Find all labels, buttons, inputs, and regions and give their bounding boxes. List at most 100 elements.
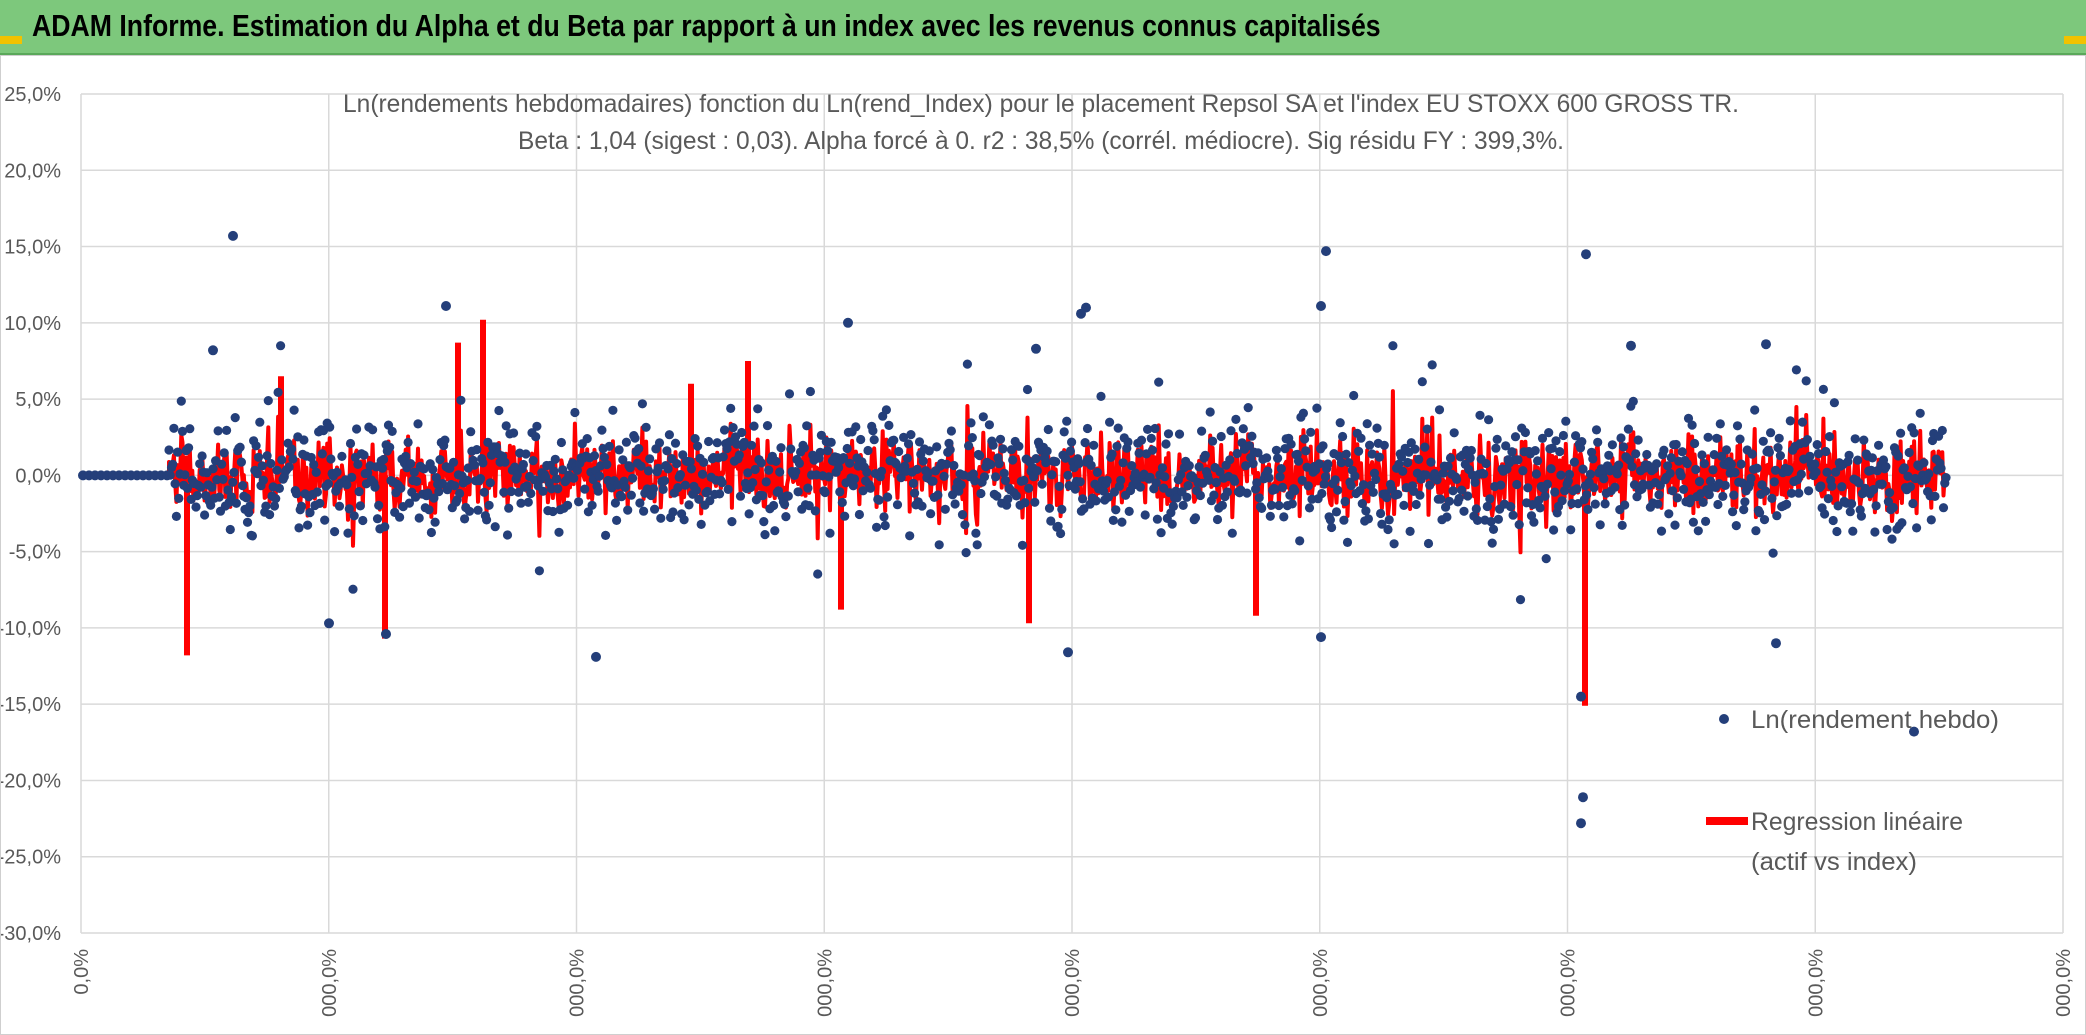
data-point [184,443,194,453]
data-point [1804,486,1814,496]
data-point [691,485,701,495]
data-point [1487,538,1497,548]
data-point [1053,521,1063,531]
data-point [815,447,825,457]
scatter-chart: Ln(rendements hebdomadaires) fonction du… [1,84,2075,1017]
data-point [450,481,460,491]
data-point [284,462,294,472]
data-point [271,494,281,504]
data-point [1151,478,1161,488]
data-point [1531,469,1541,479]
data-point [1720,480,1730,490]
data-point [979,472,990,482]
y-tick-label: 20,0% [4,160,61,182]
y-tick-label: 25,0% [4,84,61,106]
data-point [1888,502,1898,513]
chart-legend: Ln(rendement hebdo) Regression linéaire … [1706,706,1999,876]
x-tick-label: 000,0% [1310,949,1332,1017]
data-point [1117,517,1127,527]
data-point [1330,475,1340,485]
data-point [770,526,780,536]
data-point [1633,435,1643,445]
data-point [276,341,286,351]
data-point [1459,506,1469,516]
data-point [1452,474,1462,484]
data-point [1518,466,1528,476]
data-point [180,470,190,480]
data-point [1107,449,1117,459]
data-point [1623,424,1633,434]
data-point [970,476,980,486]
data-point [1508,510,1518,520]
data-point [1298,408,1308,418]
data-point [889,435,899,445]
data-point [1797,417,1808,427]
data-point [1493,514,1503,524]
data-point [406,459,416,469]
data-point [1709,450,1719,460]
data-point [359,450,369,460]
data-point [563,500,573,510]
data-point [803,483,813,493]
data-point [352,424,362,434]
data-point [1357,499,1367,509]
data-point [311,467,321,477]
data-point [1739,505,1749,515]
data-point [363,468,373,478]
data-point [750,464,760,475]
data-point [794,458,805,468]
data-point [518,459,529,470]
data-point [231,498,241,508]
data-point [1398,466,1408,476]
data-point [696,519,706,529]
data-point [1785,416,1795,426]
data-point [1393,489,1403,499]
data-point [972,540,982,550]
data-point [1146,433,1156,443]
data-point [988,440,998,450]
data-point [207,482,217,492]
data-point [177,426,188,436]
data-point [1143,424,1153,434]
data-point [208,345,218,356]
data-point [1274,500,1284,511]
data-point [1540,491,1550,501]
data-point [502,530,513,540]
data-point [1008,455,1018,465]
data-point [1557,496,1567,506]
data-point [1382,493,1392,503]
data-point [1449,428,1459,438]
data-point [1065,446,1075,456]
data-point [1339,515,1349,525]
data-point [664,430,675,440]
data-point [1870,527,1880,537]
data-point [685,457,695,467]
y-tick-label: 5,0% [15,389,61,411]
data-point [218,474,228,484]
data-point [1812,440,1822,450]
data-point [1759,515,1770,525]
data-point [894,446,904,457]
data-point [654,438,665,448]
data-point [1244,441,1254,451]
data-point [569,473,579,483]
data-point [255,417,265,427]
data-point [621,437,632,447]
data-point [355,501,365,511]
data-point [1222,487,1232,497]
data-point [749,421,759,431]
data-point [1205,407,1215,417]
data-point [1438,468,1448,478]
data-point [1420,442,1430,452]
data-point [1905,482,1915,492]
data-point [872,522,882,532]
data-point [165,470,175,480]
data-point [899,432,909,442]
data-point [1805,451,1815,461]
data-point [1564,469,1575,479]
data-point [510,462,520,472]
data-point [332,467,342,477]
x-tick-label: 000,0% [567,949,589,1017]
data-point [1616,433,1626,443]
data-point [1831,467,1841,477]
